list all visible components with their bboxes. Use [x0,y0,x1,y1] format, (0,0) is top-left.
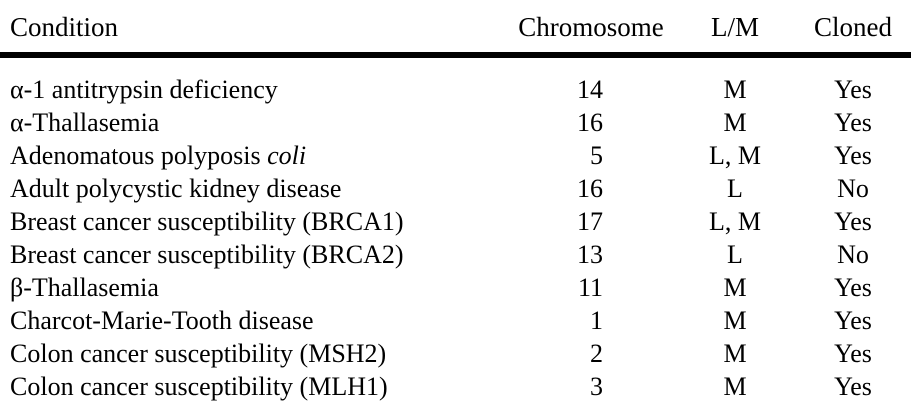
table-row: Breast cancer susceptibility (BRCA2) 13 … [0,238,911,271]
condition-text: Adenomatous polyposis [10,141,268,170]
lm-cell: L [727,174,743,203]
condition-cell: β-Thallasemia [0,271,490,304]
cloned-cell: No [837,240,869,269]
lm-cell: L, M [709,207,761,236]
lm-cell: M [723,273,747,302]
condition-cell: Breast cancer susceptibility (BRCA1) [0,205,490,238]
condition-italic-text: coli [267,141,307,170]
table-row: β-Thallasemia 11 M Yes [0,271,911,304]
condition-text: Charcot-Marie-Tooth disease [10,306,314,335]
condition-cell: Adult polycystic kidney disease [0,172,490,205]
condition-cell: Breast cancer susceptibility (BRCA2) [0,238,490,271]
condition-text: Colon cancer susceptibility (MSH2) [10,339,387,368]
cloned-cell: Yes [834,75,872,104]
cloned-cell: Yes [834,207,872,236]
lm-cell: M [723,108,747,137]
header-condition: Condition [0,0,490,58]
chromosome-cell: 16 [577,174,603,203]
lm-cell: M [723,75,747,104]
condition-text: α-Thallasemia [10,108,160,137]
condition-cell: Colon cancer susceptibility (MLH1) [0,370,490,403]
cloned-cell: Yes [834,141,872,170]
cloned-cell: Yes [834,108,872,137]
lm-cell: M [723,306,747,335]
table-row: Adenomatous polyposis coli 5 L, M Yes [0,139,911,172]
condition-cell: Charcot-Marie-Tooth disease [0,304,490,337]
chromosome-cell: 14 [577,75,603,104]
condition-text: α-1 antitrypsin deficiency [10,75,278,104]
cloned-cell: Yes [834,372,872,401]
header-cloned: Cloned [790,0,911,58]
table-row: α-1 antitrypsin deficiency 14 M Yes [0,55,911,106]
table-row: Breast cancer susceptibility (BRCA1) 17 … [0,205,911,238]
condition-cell: Adenomatous polyposis coli [0,139,490,172]
lm-cell: M [723,339,747,368]
chromosome-cell: 1 [590,306,603,335]
condition-text: Colon cancer susceptibility (MLH1) [10,372,388,401]
table-body: α-1 antitrypsin deficiency 14 M Yes α-Th… [0,55,911,403]
condition-cell: Colon cancer susceptibility (MSH2) [0,337,490,370]
table-row: Charcot-Marie-Tooth disease 1 M Yes [0,304,911,337]
chromosome-cell: 17 [577,207,603,236]
lm-cell: M [723,372,747,401]
header-chromosome: Chromosome [490,0,680,58]
cloned-cell: No [837,174,869,203]
header-row: Condition Chromosome L/M Cloned [0,0,911,58]
chromosome-cell: 16 [577,108,603,137]
table-row: α-Thallasemia 16 M Yes [0,106,911,139]
table-row: Colon cancer susceptibility (MLH1) 3 M Y… [0,370,911,403]
chromosome-cell: 2 [590,339,603,368]
lm-cell: L [727,240,743,269]
chromosome-cell: 11 [577,273,603,302]
chromosome-cell: 13 [577,240,603,269]
condition-text: Adult polycystic kidney disease [10,174,342,203]
cloned-cell: Yes [834,273,872,302]
cloned-cell: Yes [834,339,872,368]
table-header: Condition Chromosome L/M Cloned [0,0,911,58]
condition-text: β-Thallasemia [10,273,159,302]
condition-text: Breast cancer susceptibility (BRCA1) [10,207,404,236]
table-row: Colon cancer susceptibility (MSH2) 2 M Y… [0,337,911,370]
header-lm: L/M [680,0,790,58]
condition-text: Breast cancer susceptibility (BRCA2) [10,240,404,269]
table-row: Adult polycystic kidney disease 16 L No [0,172,911,205]
condition-cell: α-Thallasemia [0,106,490,139]
cloned-cell: Yes [834,306,872,335]
condition-cell: α-1 antitrypsin deficiency [0,55,490,106]
chromosome-cell: 5 [590,141,603,170]
chromosome-cell: 3 [590,372,603,401]
lm-cell: L, M [709,141,761,170]
